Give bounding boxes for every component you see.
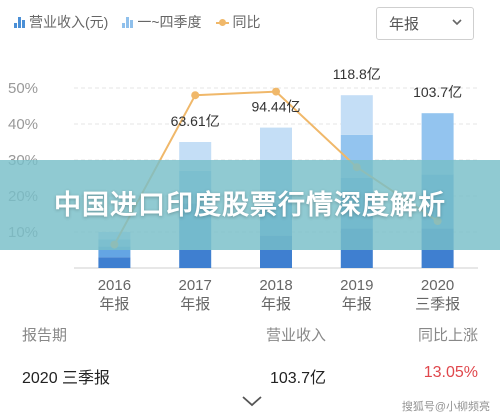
x-tick-label: 2018 <box>259 277 292 294</box>
table-header: 报告期 营业收入 同比上涨 <box>0 324 500 348</box>
header-growth: 同比上涨 <box>417 327 478 344</box>
row-growth: 13.05% <box>423 364 478 381</box>
banner-title: 中国进口印度股票行情深度解析 <box>54 190 446 220</box>
x-tick-sublabel: 年报 <box>180 296 210 313</box>
revenue-data-label: 103.7亿 <box>413 84 462 100</box>
watermark: 搜狐号@小柳频亮 <box>401 401 490 413</box>
legend-yoy[interactable]: 同比 <box>215 12 261 32</box>
expand-chevron-icon[interactable] <box>240 394 264 408</box>
legend-quarter[interactable]: 一~四季度 <box>122 12 202 32</box>
row-revenue: 103.7亿 <box>269 370 326 387</box>
bar-legend-icon <box>122 16 134 28</box>
revenue-data-label: 94.44亿 <box>251 99 300 115</box>
x-tick-sublabel: 三季报 <box>415 296 460 313</box>
header-period: 报告期 <box>22 327 68 344</box>
title-banner: 中国进口印度股票行情深度解析 <box>0 160 500 250</box>
chart-legend: 营业收入(元) 一~四季度 同比 <box>14 12 261 32</box>
x-tick-sublabel: 年报 <box>342 296 372 313</box>
header-revenue: 营业收入 <box>265 327 326 344</box>
x-tick-label: 2019 <box>340 277 373 294</box>
revenue-data-label: 63.61亿 <box>171 113 220 129</box>
y-tick-label: 50% <box>8 80 38 97</box>
yoy-point <box>191 91 200 100</box>
legend-yoy-label: 同比 <box>232 14 261 30</box>
line-legend-icon <box>215 17 229 28</box>
row-period: 2020 三季报 <box>22 370 111 387</box>
quarter-bar-segment <box>260 127 292 160</box>
revenue-data-label: 118.8亿 <box>333 66 381 82</box>
table-row: 2020 三季报 103.7亿 13.05% <box>0 364 500 388</box>
chevron-down-icon <box>452 19 462 26</box>
period-select[interactable]: 年报 <box>376 7 474 40</box>
x-tick-label: 2017 <box>179 277 212 294</box>
x-tick-label: 2016 <box>98 277 131 294</box>
quarter-bar-segment <box>179 250 212 268</box>
legend-revenue[interactable]: 营业收入(元) <box>14 12 108 32</box>
period-select-value: 年报 <box>389 16 420 33</box>
x-tick-label: 2020 <box>421 277 454 294</box>
legend-revenue-label: 营业收入(元) <box>29 14 109 30</box>
quarter-bar-segment <box>98 257 131 268</box>
quarter-bar-segment <box>98 246 131 258</box>
y-tick-label: 40% <box>8 116 38 133</box>
yoy-point <box>272 87 280 96</box>
bar-legend-icon <box>14 16 25 28</box>
x-tick-sublabel: 年报 <box>261 296 291 313</box>
x-tick-sublabel: 年报 <box>99 296 129 313</box>
legend-quarter-label: 一~四季度 <box>137 14 202 30</box>
quarter-bar-segment <box>340 95 373 135</box>
